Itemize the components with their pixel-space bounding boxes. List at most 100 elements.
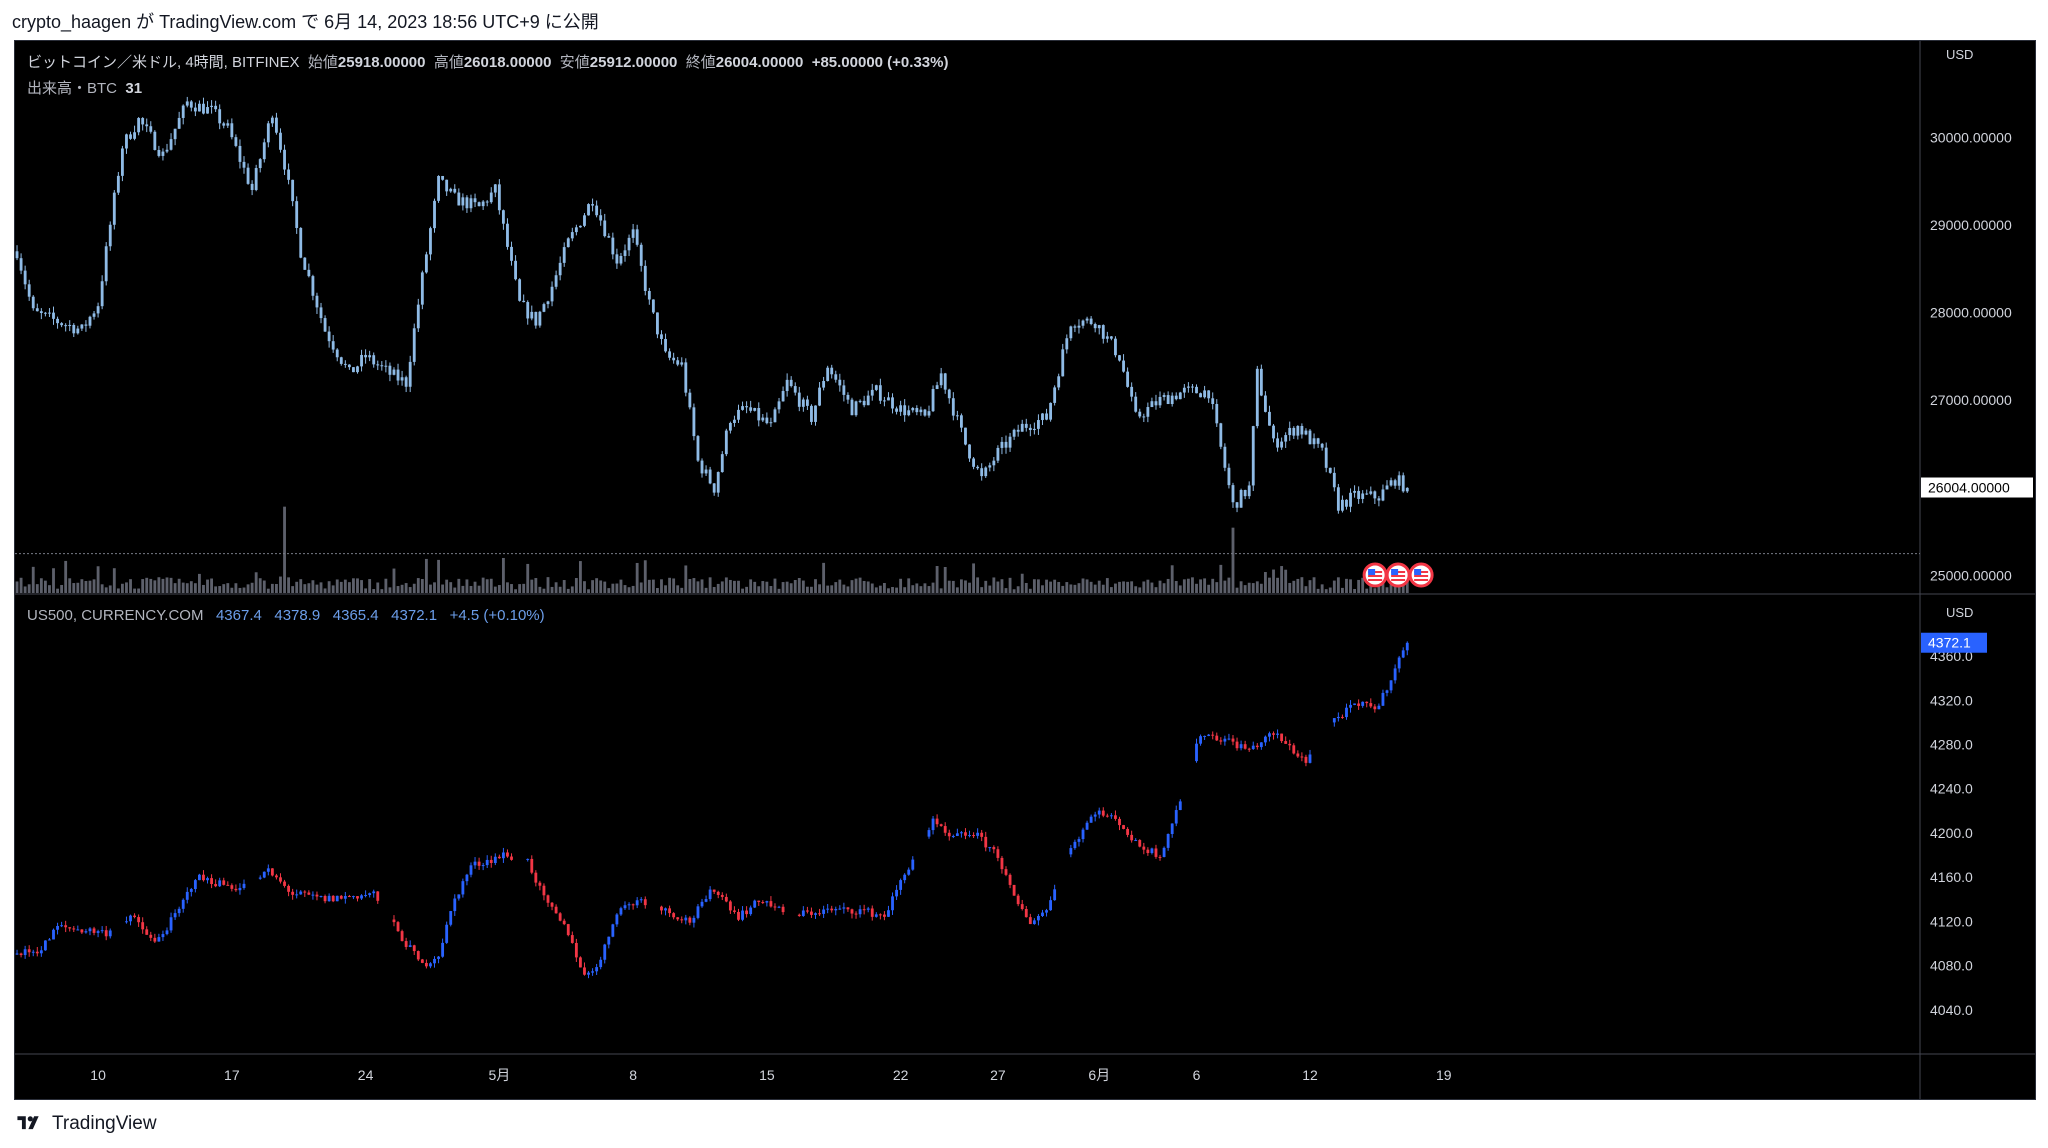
btc-candle <box>664 333 667 353</box>
spx-candle-body <box>761 902 765 904</box>
btc-candle <box>1336 483 1340 514</box>
volume-bar <box>433 582 436 593</box>
spx-candle <box>619 906 623 916</box>
btc-candle-body <box>368 355 372 358</box>
btc-candle-body <box>668 351 672 358</box>
spx-candle <box>1170 823 1174 838</box>
btc-candle-body <box>307 269 311 277</box>
btc-candle-body <box>728 422 732 431</box>
btc-candle-body <box>724 430 728 455</box>
spx-candle-body <box>1101 810 1105 816</box>
volume-bar <box>400 584 404 593</box>
btc-candle-body <box>388 365 392 375</box>
spx-candle-body <box>1397 657 1401 669</box>
btc-candle <box>899 400 903 416</box>
spx-candle <box>68 927 72 932</box>
volume-bar <box>169 577 173 593</box>
spx-candle-body <box>400 931 404 942</box>
volume-bar <box>1373 588 1377 593</box>
volume-bar <box>1000 579 1004 593</box>
btc-candle <box>356 365 359 374</box>
btc-candle-body <box>356 366 359 373</box>
footer-brand[interactable]: TradingView <box>14 1110 157 1138</box>
spx-candle <box>749 905 753 916</box>
chart-frame[interactable]: USD 30000.00000 29000.00000 28000.00000 2700… <box>14 40 2036 1100</box>
btc-candle <box>668 348 672 361</box>
btc-candle <box>976 465 980 470</box>
btc-candle-body <box>1195 386 1198 394</box>
btc-candle <box>919 406 923 416</box>
btc-candle-body <box>1008 436 1012 448</box>
btc-candle-body <box>506 223 509 247</box>
btc-candle-body <box>534 311 538 326</box>
btc-candle-body <box>1223 446 1227 468</box>
spx-candle <box>108 928 112 939</box>
btc-candle-body <box>570 232 574 239</box>
btc-candle-body <box>400 377 404 381</box>
spx-price-tick: 4080.0 <box>1930 958 1973 974</box>
btc-candle-body <box>510 246 513 261</box>
btc-candle-body <box>1166 395 1170 405</box>
volume-bar <box>777 588 781 593</box>
btc-candle <box>287 163 291 185</box>
spx-candle <box>643 896 647 909</box>
btc-candle <box>1065 334 1069 354</box>
volume-bar <box>234 583 238 593</box>
time-tick: 24 <box>358 1067 374 1083</box>
spx-candle <box>911 856 915 871</box>
btc-candle-body <box>1130 386 1134 397</box>
btc-candle-body <box>943 373 947 390</box>
btc-candle-body <box>1020 423 1024 432</box>
btc-candle <box>88 315 92 329</box>
spx-candle-body <box>720 894 724 897</box>
btc-candle-body <box>230 123 234 138</box>
btc-candle <box>234 134 238 148</box>
btc-candle <box>903 399 907 422</box>
spx-candle <box>996 846 1000 862</box>
btc-candle <box>1207 390 1211 403</box>
volume-bar <box>376 582 380 593</box>
spx-candle-body <box>753 900 757 908</box>
spx-candle <box>878 913 882 920</box>
btc-candle <box>745 401 749 414</box>
btc-candle <box>453 184 457 194</box>
btc-candle <box>733 415 736 427</box>
btc-candle <box>400 370 404 386</box>
btc-candle-body <box>518 279 522 301</box>
spx-candle-body <box>1381 692 1385 706</box>
volume-bar <box>1296 578 1300 593</box>
btc-candle-body <box>141 118 145 125</box>
btc-candle <box>1373 490 1377 505</box>
btc-candle <box>1122 354 1125 373</box>
spx-candle-body <box>708 889 712 900</box>
volume-bar <box>716 583 720 593</box>
volume-bar <box>951 580 955 593</box>
btc-candle-body <box>1288 427 1292 436</box>
spx-candle <box>347 894 351 898</box>
btc-candle-body <box>514 260 517 280</box>
volume-bar <box>323 588 327 593</box>
volume-bar <box>100 584 104 593</box>
btc-candle <box>1114 336 1117 358</box>
volume-bar <box>339 581 343 593</box>
btc-candle-body <box>838 379 842 386</box>
spx-candle <box>157 933 161 942</box>
spx-candle <box>137 914 141 927</box>
chart-canvas[interactable]: USD30000.0000029000.0000028000.000002700… <box>15 41 2035 1099</box>
spx-candle-body <box>1349 704 1352 708</box>
spx-candle-body <box>891 896 894 911</box>
spx-candle-body <box>72 928 76 930</box>
volume-bar <box>538 586 542 593</box>
volume-bar <box>826 585 830 593</box>
spx-candle-body <box>68 927 72 929</box>
spx-candle-body <box>838 908 842 910</box>
btc-candle <box>846 392 850 404</box>
volume-bar <box>157 577 161 593</box>
spx-candle <box>198 873 201 881</box>
btc-candle-body <box>1296 425 1300 436</box>
btc-candle-body <box>651 299 655 313</box>
btc-candle-body <box>299 227 303 258</box>
spx-candle <box>457 894 461 901</box>
spx-candle-body <box>1393 668 1397 681</box>
volume-bar <box>429 584 432 593</box>
